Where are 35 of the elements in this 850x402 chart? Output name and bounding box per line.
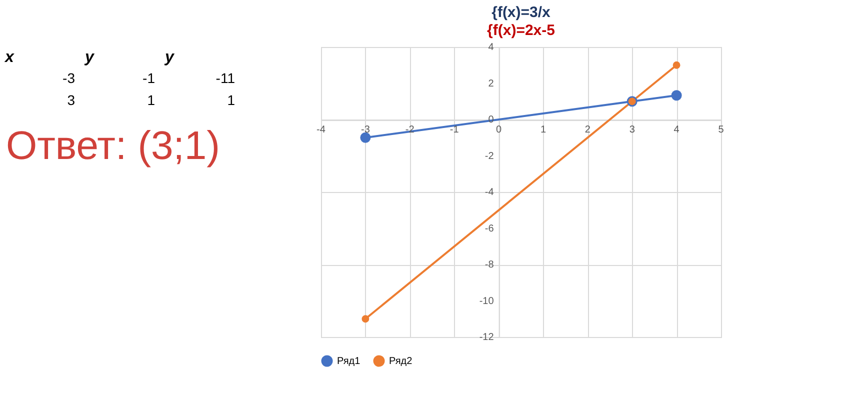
text: Ответ: (3;1) [6,124,220,168]
text: -11 [216,70,236,86]
chart-subtitle: {f(x)=2x-5 [487,22,555,39]
y-tick-label: 4 [488,42,494,53]
chart-title: {f(x)=3/x [492,4,552,21]
point [672,61,680,69]
legend-label: Ряд2 [389,356,413,367]
y-tick-label: -12 [479,332,494,343]
y-tick-label: -6 [484,223,494,234]
y-tick-label: -4 [484,187,494,198]
x-tick-label: -1 [450,124,460,136]
text: y [84,49,95,66]
x-tick-label: 2 [584,124,591,136]
x-tick-label: -3 [360,124,370,136]
point [362,315,370,323]
y-tick-label: 2 [488,78,494,90]
text: 1 [227,92,236,108]
y-tick-label: -8 [484,260,494,270]
text: 1 [147,92,156,108]
text: -1 [142,70,156,86]
x-tick-label: -4 [316,124,326,136]
x-tick-label: 3 [629,124,636,136]
x-tick-label: 1 [540,124,546,136]
point [360,132,371,143]
x-tick-label: 4 [674,124,680,136]
legend-label: Ряд1 [337,356,361,367]
text: 3 [67,92,76,108]
y-tick-label: -2 [484,150,494,162]
text: y [164,49,175,66]
text: -3 [62,70,76,86]
y-tick-label: -10 [479,296,494,307]
x-tick-label: 0 [496,124,502,136]
text: x [4,49,15,66]
x-tick-label: 5 [718,124,724,136]
point [671,90,682,101]
